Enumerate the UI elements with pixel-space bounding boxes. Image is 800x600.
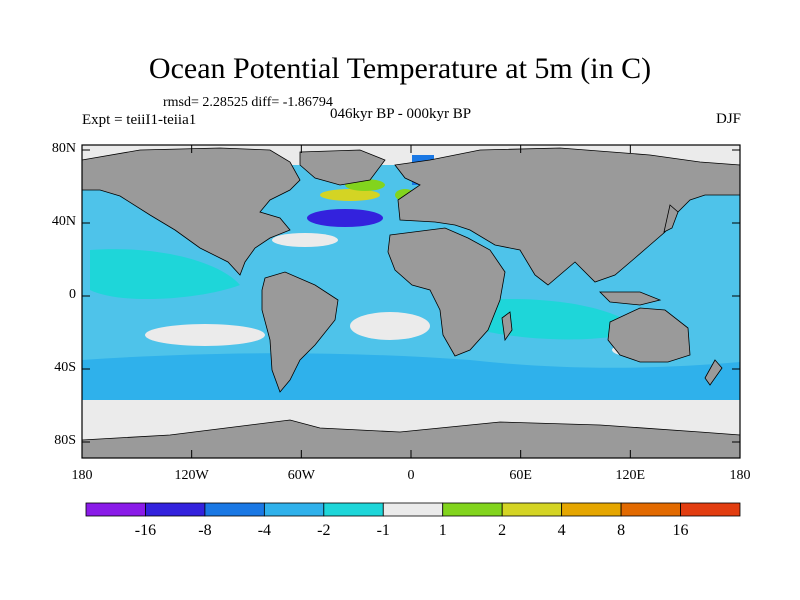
- colorbar-swatch: [561, 502, 622, 517]
- africa: [387, 227, 506, 357]
- indonesia: [599, 291, 662, 306]
- lat-tick-label: 80S: [54, 433, 76, 448]
- colorbar-swatch: [680, 502, 741, 517]
- colorbar-swatch: [323, 502, 384, 517]
- experiment-label: Expt = teiiI1-teiia1: [82, 112, 197, 128]
- colorbar-label: 4: [557, 522, 566, 539]
- colorbar-swatch: [85, 502, 146, 517]
- period-label: 046kyr BP - 000kyr BP: [330, 106, 472, 122]
- lat-tick-marks: [82, 149, 740, 443]
- colorbar-swatch: [442, 502, 503, 517]
- lon-tick-label: 120E: [615, 468, 646, 483]
- colorbar-swatch: [145, 502, 206, 517]
- japan: [663, 204, 679, 233]
- plot-title: Ocean Potential Temperature at 5m (in C): [148, 52, 652, 85]
- colorbar-swatch: [263, 502, 325, 517]
- colorbar-swatch: [382, 502, 444, 517]
- lat-tick-label: 40N: [51, 214, 76, 229]
- lon-tick-marks: [81, 145, 741, 458]
- colorbar-swatch: [501, 502, 563, 517]
- lat-tick-label: 40S: [54, 360, 76, 375]
- lat-tick-label: 80N: [51, 141, 76, 156]
- colorbar-label: 16: [672, 522, 689, 539]
- colorbar-label: -4: [257, 522, 272, 539]
- lon-tick-label: 120W: [174, 468, 209, 483]
- colorbar-swatch: [204, 502, 265, 517]
- colorbar-label: -16: [134, 522, 157, 539]
- greenland: [299, 149, 386, 186]
- australia: [607, 307, 691, 363]
- new-zealand: [704, 359, 723, 386]
- south-america: [261, 271, 339, 393]
- lon-tick-label: 0: [407, 468, 415, 483]
- landmasses: [81, 147, 741, 459]
- lat-tick-label: 0: [69, 287, 76, 302]
- colorbar-label: 2: [498, 522, 507, 539]
- season-label: DJF: [715, 111, 741, 127]
- madagascar: [501, 311, 513, 342]
- colorbar-label: -8: [198, 522, 212, 539]
- colorbar-label: 1: [438, 522, 447, 539]
- eurasia: [394, 147, 741, 286]
- colorbar-label: 8: [617, 522, 626, 539]
- lon-tick-label: 60W: [287, 468, 315, 483]
- lon-tick-label: 60E: [509, 468, 532, 483]
- colorbar: [85, 502, 741, 517]
- colorbar-label: -2: [317, 522, 331, 539]
- stats-label: rmsd= 2.28525 diff= -1.86794: [163, 95, 333, 110]
- colorbar-swatch: [620, 502, 681, 517]
- lon-tick-label: 180: [71, 468, 93, 483]
- lon-tick-label: 180: [729, 468, 751, 483]
- colorbar-label: -1: [376, 522, 390, 539]
- north-america: [81, 147, 301, 276]
